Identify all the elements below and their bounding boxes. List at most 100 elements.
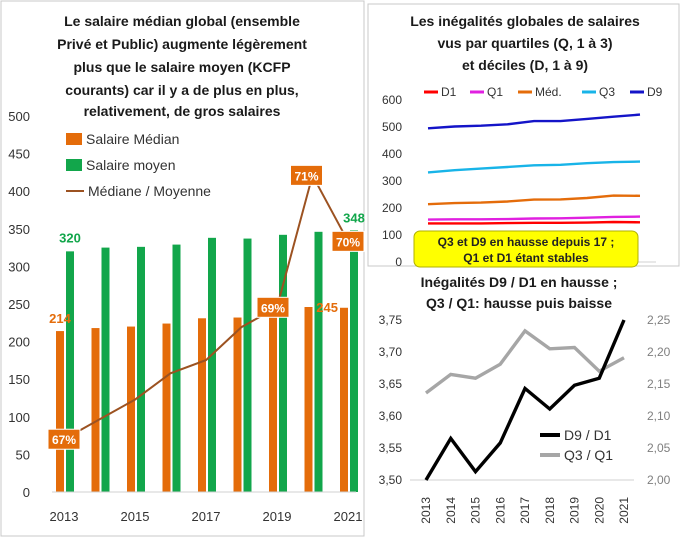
legend-label-mean: Salaire moyen (86, 157, 176, 173)
c2-series-line-d1 (428, 220, 641, 225)
c1-bar-median (162, 323, 171, 492)
c2-y-tick-label: 500 (382, 120, 402, 134)
c1-y-tick-label: 400 (8, 184, 30, 199)
c1-bar-mean (208, 237, 216, 492)
c3-x-axis: 2013 2014 2015 2016 2017 2018 2019 2020 2021 (419, 497, 631, 524)
c2-annotation-box (413, 230, 639, 268)
c1-ratio-polyline (63, 172, 349, 441)
c1-y-tick-label: 300 (8, 259, 30, 274)
c2-legend-label: D1 (441, 85, 457, 99)
c1-bar-mean (137, 246, 145, 492)
c2-annotation-line: Q3 et D9 en hausse depuis 17 ; (438, 235, 615, 249)
c3-y-left-tick-label: 3,65 (379, 377, 403, 391)
c1-y-tick-label: 450 (8, 147, 30, 162)
c3-legend: D9 / D1 Q3 / Q1 (540, 427, 613, 463)
c1-bar-mean (101, 247, 110, 492)
c3-x-tick-label: 2021 (617, 497, 631, 524)
c2-series-line-q3 (427, 160, 641, 174)
c3-title: Inégalités D9 / D1 en hausse ; Q3 / Q1: … (421, 274, 618, 311)
c3-title-line: Q3 / Q1: hausse puis baisse (426, 295, 612, 311)
c1-data-label: 245 (316, 300, 338, 315)
c1-bar-median (340, 307, 348, 492)
c1-y-tick-label: 100 (8, 410, 30, 425)
c1-bar-mean (279, 234, 287, 493)
c1-bars (56, 230, 358, 493)
c1-y-tick-label: 250 (8, 297, 30, 312)
legend-label-d9d1: D9 / D1 (564, 427, 612, 443)
c2-y-tick-label: 600 (382, 93, 402, 107)
c1-ratio-line (63, 172, 349, 441)
c1-ratio-label-box (256, 296, 290, 318)
c2-y-tick-label: 300 (382, 174, 402, 188)
c3-x-tick-label: 2015 (469, 497, 483, 524)
c2-lines (427, 113, 641, 225)
c1-title-line: plus que le salaire moyen (KCFP (73, 59, 290, 75)
c1-bar-median (91, 328, 100, 492)
c1-data-labels: 214 245 320 348 67% 69% 71% 70% (47, 164, 365, 450)
c1-title-line: relativement, de gros salaires (84, 103, 281, 119)
c2-series-line-md (427, 194, 641, 206)
c2-title-line: Les inégalités globales de salaires (410, 13, 640, 29)
c3-y-left-tick-label: 3,70 (379, 345, 403, 359)
c1-bar-median (198, 318, 206, 492)
c1-bar-median (127, 326, 135, 492)
c3-y-left-tick-label: 3,60 (379, 409, 403, 423)
legend-label-q3q1: Q3 / Q1 (564, 447, 613, 463)
c1-y-tick-label: 150 (8, 372, 30, 387)
c1-ratio-label: 71% (294, 169, 318, 183)
c3-x-tick-label: 2014 (444, 497, 458, 524)
c1-bar-median (56, 331, 64, 492)
c2-legend-label: Q3 (599, 85, 615, 99)
c1-legend: Salaire Médian Salaire moyen Médiane / M… (66, 131, 211, 199)
legend-swatch-mean (66, 159, 82, 171)
c1-title-line: Le salaire médian global (ensemble (64, 13, 300, 29)
legend-swatch-median (66, 133, 82, 145)
c1-bar-mean (243, 238, 252, 492)
c1-ratio-label-box (331, 230, 365, 252)
c1-data-label: 320 (59, 230, 81, 245)
c1-bar-median (233, 317, 242, 492)
c1-data-label: 348 (343, 210, 365, 225)
c1-y-tick-label: 350 (8, 222, 30, 237)
c1-y-axis: 0 50 100 150 200 250 300 350 400 450 500 (8, 109, 30, 500)
c3-y-right-tick-label: 2,15 (647, 377, 671, 391)
c2-annotation-line: Q1 et D1 étant stables (463, 251, 589, 265)
c2-title-line: et déciles (D, 1 à 9) (462, 57, 588, 73)
c1-x-tick-label: 2013 (50, 509, 79, 524)
c3-y-right-tick-label: 2,10 (647, 409, 671, 423)
c3-y-left-tick-label: 3,50 (379, 473, 403, 487)
c3-x-tick-label: 2020 (592, 497, 606, 524)
c1-title-line: courants) car il y a de plus en plus, (65, 82, 298, 98)
c1-ratio-label-box (47, 428, 81, 450)
c1-bar-mean (172, 244, 181, 492)
c1-x-tick-label: 2019 (263, 509, 292, 524)
c3-y-right-tick-label: 2,20 (647, 345, 671, 359)
legend-label-median: Salaire Médian (86, 131, 179, 147)
c3-lines (424, 319, 626, 481)
c1-y-tick-label: 50 (16, 447, 30, 462)
c1-x-tick-label: 2015 (121, 509, 150, 524)
c3-y-right-tick-label: 2,05 (647, 441, 671, 455)
c1-title: Le salaire médian global (ensemble Privé… (57, 13, 307, 119)
c1-bar-mean (66, 251, 74, 492)
c3-series-line-q3q1 (424, 328, 625, 395)
left-panel-border (0, 0, 365, 537)
c3-y-left-tick-label: 3,75 (379, 313, 403, 327)
legend-label-ratio: Médiane / Moyenne (88, 183, 211, 199)
c3-title-line: Inégalités D9 / D1 en hausse ; (421, 274, 618, 290)
c1-bar-median (304, 307, 313, 492)
c3-x-tick-label: 2016 (493, 497, 507, 524)
c1-ratio-label: 67% (52, 433, 76, 447)
c3-series-line-d9d1 (424, 319, 626, 481)
c1-data-label: 214 (49, 311, 71, 326)
c2-legend-label: Méd. (535, 85, 562, 99)
c1-x-axis: 2013 2015 2017 2019 2021 (50, 509, 363, 524)
c3-y-right-tick-label: 2,00 (647, 473, 671, 487)
c2-title: Les inégalités globales de salaires vus … (410, 13, 640, 73)
c2-title-line: vus par quartiles (Q, 1 à 3) (437, 35, 612, 51)
c1-y-tick-label: 200 (8, 335, 30, 350)
c2-y-tick-label: 100 (382, 228, 402, 242)
c1-ratio-label: 69% (261, 301, 285, 315)
c1-y-tick-label: 500 (8, 109, 30, 124)
c3-y-axis-right: 2,00 2,05 2,10 2,15 2,20 2,25 (647, 313, 671, 487)
